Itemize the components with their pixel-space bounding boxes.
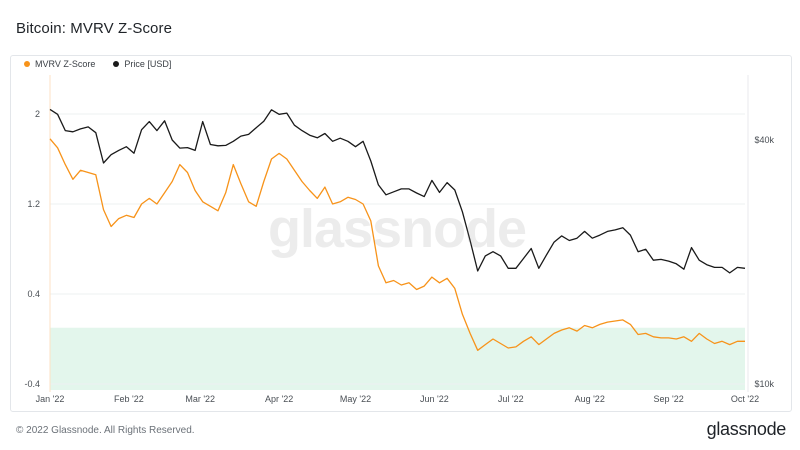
chart-legend: MVRV Z-Score Price [USD] xyxy=(24,59,171,69)
y-left-tick-label: -0.4 xyxy=(24,379,40,389)
legend-item-price[interactable]: Price [USD] xyxy=(113,59,171,69)
y-left-tick-label: 2 xyxy=(35,109,40,119)
x-tick-label: Jan '22 xyxy=(36,394,65,404)
x-tick-label: Aug '22 xyxy=(575,394,605,404)
footer-brand-logo: glassnode xyxy=(706,419,787,439)
series-line-price xyxy=(49,108,746,274)
legend-item-mvrv[interactable]: MVRV Z-Score xyxy=(24,59,95,69)
y-left-tick-label: 0.4 xyxy=(27,289,40,299)
y-right-tick-label: $10k xyxy=(754,379,774,389)
y-right-tick-label: $40k xyxy=(754,135,774,145)
x-tick-label: Mar '22 xyxy=(185,394,215,404)
legend-label-price: Price [USD] xyxy=(124,59,172,69)
x-tick-label: Apr '22 xyxy=(265,394,293,404)
x-tick-label: Jul '22 xyxy=(498,394,524,404)
y-left-tick-label: 1.2 xyxy=(27,199,40,209)
x-tick-label: Jun '22 xyxy=(420,394,449,404)
series-line-mvrv-zscore xyxy=(49,138,745,351)
x-tick-label: Feb '22 xyxy=(114,394,144,404)
page-title: Bitcoin: MVRV Z-Score xyxy=(16,20,173,37)
legend-label-mvrv: MVRV Z-Score xyxy=(35,59,96,69)
footer-copyright: © 2022 Glassnode. All Rights Reserved. xyxy=(16,425,195,436)
x-tick-label: Oct '22 xyxy=(731,394,759,404)
zscore-green-band xyxy=(50,327,745,390)
x-tick-label: Sep '22 xyxy=(654,394,684,404)
x-tick-label: May '22 xyxy=(340,394,371,404)
legend-dot-price xyxy=(113,61,120,67)
legend-dot-mvrv xyxy=(24,61,30,67)
